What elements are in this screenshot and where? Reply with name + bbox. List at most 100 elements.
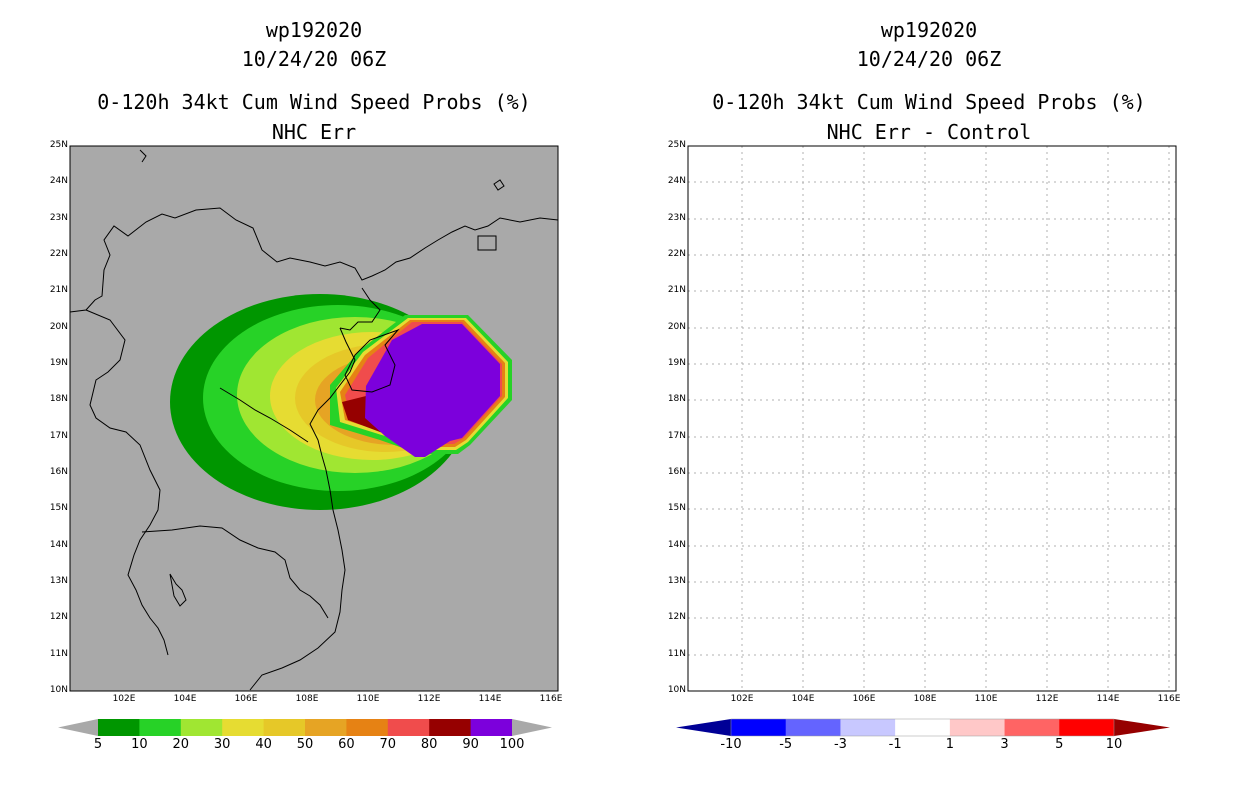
right-title-product: 0-120h 34kt Cum Wind Speed Probs (%) [712, 90, 1146, 114]
right-colorbar-box [731, 719, 787, 736]
left-colorbar-label: 100 [499, 737, 525, 752]
right-title-subtitle: NHC Err - Control [826, 120, 1032, 144]
right-lat-label: 25N [667, 140, 686, 150]
left-colorbar-box [429, 719, 472, 736]
right-lat-label: 22N [667, 249, 686, 259]
left-lat-label: 17N [49, 430, 68, 441]
right-lat-label: 17N [667, 430, 686, 441]
left-lon-label: 102E [112, 694, 136, 704]
right-lat-label: 24N [667, 176, 686, 187]
left-colorbar-upper-arrow [512, 719, 552, 736]
left-colorbar-label: 80 [420, 737, 438, 752]
right-lon-label: 114E [1096, 694, 1120, 704]
right-colorbar-label: -5 [779, 737, 793, 752]
right-colorbar [676, 718, 1170, 737]
right-lon-label: 116E [1157, 694, 1181, 704]
right-colorbar-box [1004, 719, 1060, 736]
right-colorbar-box [840, 719, 896, 736]
right-colorbar-box [949, 719, 1006, 736]
left-lat-label: 14N [49, 539, 68, 550]
right-lon-label: 104E [791, 694, 815, 704]
right-map-background [688, 146, 1176, 691]
left-colorbar-box [263, 719, 306, 736]
left-colorbar-box [387, 719, 430, 736]
left-lat-label: 23N [49, 212, 68, 223]
left-colorbar-box [470, 719, 513, 736]
right-lat-label: 12N [667, 612, 686, 623]
left-colorbar-box [180, 719, 223, 736]
right-lat-label: 10N [667, 685, 686, 695]
left-coastlines [70, 149, 558, 691]
right-colorbar-box [895, 719, 951, 736]
left-colorbar-box [346, 719, 389, 736]
left-title-product: 0-120h 34kt Cum Wind Speed Probs (%) [97, 90, 531, 114]
left-lat-label: 10N [49, 685, 68, 695]
right-lat-label: 13N [667, 576, 686, 586]
left-lat-label: 21N [49, 285, 68, 296]
left-lon-label: 112E [417, 694, 441, 704]
right-lon-label: 108E [913, 694, 937, 704]
right-gridlines [688, 146, 1176, 691]
left-colorbar-label: 60 [338, 737, 355, 752]
right-map-panel [687, 145, 1177, 692]
left-map-panel [69, 145, 559, 692]
left-lat-label: 16N [49, 467, 68, 477]
right-lon-label: 106E [852, 694, 876, 704]
left-colorbar-box [139, 719, 182, 736]
right-lon-label: 112E [1035, 694, 1059, 704]
left-colorbar-label: 20 [172, 737, 190, 752]
left-colorbar-label: 40 [255, 737, 272, 752]
right-lat-label: 19N [667, 358, 686, 368]
right-title-storm: wp192020 [880, 18, 978, 42]
right-colorbar-label: 10 [1105, 737, 1123, 752]
left-lon-label: 116E [539, 694, 563, 704]
left-colorbar-label: 50 [296, 737, 314, 752]
right-colorbar-label: 1 [945, 737, 954, 752]
right-lat-label: 16N [667, 467, 686, 477]
left-lon-label: 106E [234, 694, 258, 704]
right-colorbar-label: -10 [720, 737, 742, 752]
left-title-subtitle: NHC Err [271, 120, 357, 144]
left-lat-label: 25N [49, 140, 68, 150]
left-colorbar-lower-arrow [58, 719, 98, 736]
right-lat-label: 23N [667, 212, 686, 223]
left-colorbar-label: 30 [213, 737, 231, 752]
left-lat-label: 15N [49, 503, 68, 514]
left-title-date: 10/24/20 06Z [241, 47, 387, 71]
right-lon-label: 102E [730, 694, 754, 704]
left-colorbar [58, 719, 552, 736]
left-colorbar-label: 70 [379, 737, 397, 752]
left-title-storm: wp192020 [265, 18, 363, 42]
left-lat-label: 24N [49, 176, 68, 187]
right-colorbar-outline [730, 718, 1115, 737]
left-lon-label: 104E [173, 694, 197, 704]
left-lat-label: 22N [49, 249, 68, 259]
left-colorbar-box [305, 719, 347, 736]
prob-contour-100 [365, 324, 500, 457]
right-colorbar-label: -1 [888, 737, 902, 752]
left-lat-label: 13N [49, 576, 68, 586]
right-lon-label: 110E [974, 694, 998, 704]
left-lat-label: 20N [49, 321, 68, 332]
left-colorbar-label: 10 [131, 737, 148, 752]
left-lat-label: 19N [49, 358, 68, 368]
left-lat-label: 18N [49, 394, 68, 405]
right-map-frame [687, 145, 1177, 692]
left-lon-label: 108E [295, 694, 319, 704]
left-lon-label: 114E [478, 694, 502, 704]
left-lat-label: 11N [49, 648, 68, 659]
right-colorbar-label: 5 [1055, 737, 1064, 752]
left-colorbar-box [222, 719, 265, 736]
left-colorbar-label: 5 [93, 737, 103, 752]
right-lat-label: 18N [667, 394, 686, 405]
right-lat-label: 14N [667, 539, 686, 550]
right-lat-label: 15N [667, 503, 686, 514]
left-colorbar-label: 90 [462, 737, 479, 752]
left-probability-field [170, 294, 512, 510]
left-lat-label: 12N [49, 612, 68, 623]
right-lat-label: 20N [667, 321, 686, 332]
right-title-date: 10/24/20 06Z [856, 47, 1002, 71]
right-colorbar-lower-arrow [676, 719, 731, 736]
left-colorbar-box [98, 719, 140, 736]
